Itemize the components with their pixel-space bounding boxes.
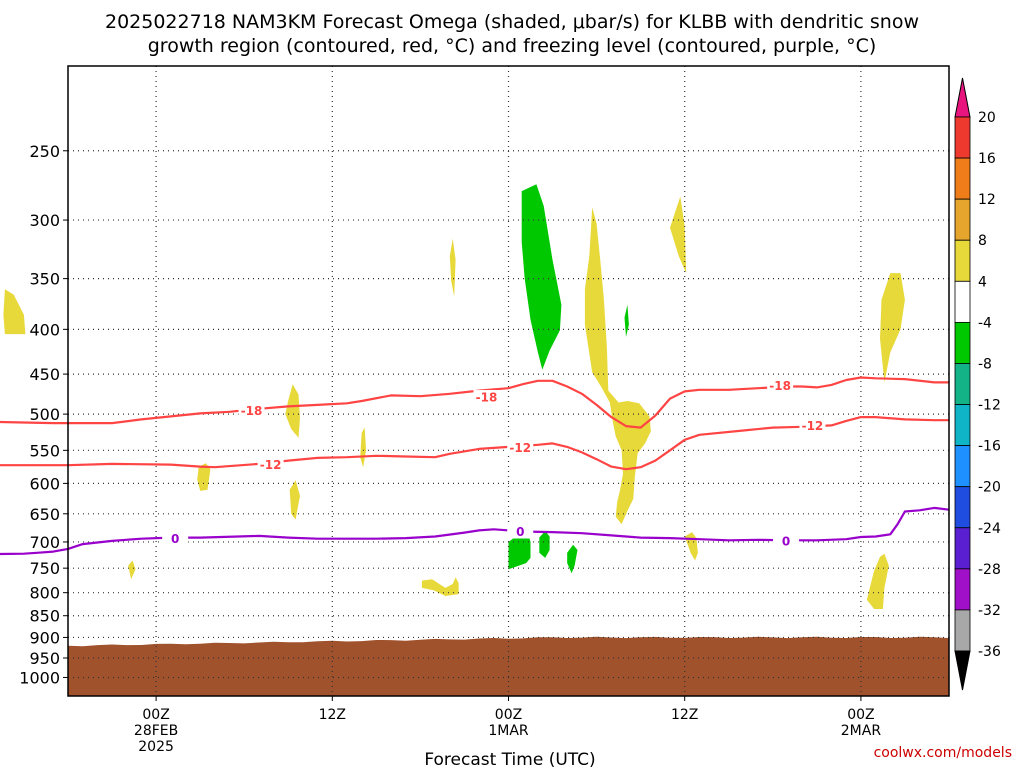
y-tick-label-300: 300 — [29, 211, 60, 230]
omega-region-11 — [670, 196, 687, 274]
colorbar-label-12: -28 — [978, 562, 1001, 578]
colorbar-label-1: 20 — [978, 110, 996, 126]
omega-region-6 — [128, 560, 136, 580]
contour-label--18-3: -18 — [769, 379, 791, 393]
omega-region-8 — [521, 184, 562, 370]
contour-label-bg--18-3 — [767, 378, 794, 393]
axes-layer: 250 300 350 400 450 500 550 600 650 700 750 800 850 9… — [19, 65, 950, 755]
contour-label-bg--12-2 — [507, 440, 534, 455]
y-tick-label-600: 600 — [29, 474, 60, 493]
y-tick-label-650: 650 — [29, 505, 60, 524]
contour-label-bg--18-1 — [238, 403, 265, 418]
omega-region-2 — [197, 463, 211, 491]
colorbar-label-7: -8 — [978, 356, 992, 372]
contour-label--18-2: -18 — [476, 391, 498, 405]
colorbar-label-3: 12 — [978, 192, 996, 208]
x-tick-label-18-1: 12Z — [319, 707, 346, 723]
omega-region-9 — [584, 207, 651, 525]
omega-region-4 — [289, 480, 300, 520]
omega-shading-layer — [3, 184, 905, 609]
y-tick-label-700: 700 — [29, 533, 60, 552]
contour-label-bg--18-2 — [473, 390, 500, 405]
contour-label--18-1: -18 — [241, 404, 263, 418]
chart-title-line-2: growth region (contoured, red, °C) and f… — [148, 35, 877, 57]
x-tick-label-6-3: 2025 — [138, 739, 174, 755]
colorbar-label-8: -12 — [978, 398, 1001, 414]
colorbar-swatch-6 — [954, 321, 971, 364]
colorbar-swatch-5 — [954, 280, 971, 323]
colorbar-top-arrow — [954, 77, 971, 118]
contour-label-bg--12-1 — [257, 457, 284, 472]
colorbar-swatch-11 — [954, 527, 971, 570]
colorbar-swatch-7 — [954, 363, 971, 405]
x-axis-label: Forecast Time (UTC) — [424, 750, 595, 768]
colorbar-swatch-3 — [954, 198, 971, 241]
y-tick-label-750: 750 — [29, 559, 60, 578]
y-tick-label-500: 500 — [29, 405, 60, 424]
omega-region-3 — [285, 384, 300, 438]
colorbar-label-5: 4 — [978, 274, 987, 290]
y-tick-label-250: 250 — [29, 142, 60, 161]
omega-region-17 — [866, 553, 889, 609]
contour-label--12-3: -12 — [802, 419, 824, 433]
colorbar-label-11: -24 — [978, 521, 1001, 537]
x-tick-label-6-2: 28FEB — [134, 723, 178, 739]
contour-label--12-2: -12 — [509, 441, 531, 455]
contour-label-bg--12-3 — [799, 418, 826, 433]
colorbar-swatch-4 — [954, 239, 971, 282]
x-tick-label-54-2: 2MAR — [841, 723, 882, 739]
colorbar-label-6: -4 — [978, 315, 992, 331]
contour-label-0-2: 0 — [516, 525, 524, 539]
colorbar-swatch-8 — [954, 404, 971, 447]
x-tick-label-6-1: 00Z — [142, 707, 169, 723]
y-tick-label-550: 550 — [29, 441, 60, 460]
y-tick-label-900: 900 — [29, 628, 60, 647]
colorbar-label-10: -20 — [978, 480, 1001, 496]
contour-label-bg-0-3 — [773, 533, 800, 548]
chart-title-line-1: 2025022718 NAM3KM Forecast Omega (shaded… — [105, 11, 919, 33]
colorbar-label-2: 16 — [978, 151, 996, 167]
contour-layer: -18 -18 -18 -12 -12 -12 0 0 0 — [0, 376, 950, 556]
contour-label-0-1: 0 — [171, 532, 179, 546]
colorbar-label-14: -36 — [978, 644, 1001, 660]
omega-region-12 — [880, 273, 905, 383]
omega-region-1 — [3, 289, 26, 335]
y-tick-label-850: 850 — [29, 607, 60, 626]
colorbar-label-9: -16 — [978, 439, 1001, 455]
x-tick-label-54-1: 00Z — [847, 707, 874, 723]
contour-label-bg-0-2 — [507, 524, 534, 539]
contour-label--12-1: -12 — [260, 458, 282, 472]
colorbar-swatch-12 — [954, 568, 971, 611]
omega-region-10 — [624, 304, 629, 337]
x-tick-label-30-2: 1MAR — [488, 723, 529, 739]
x-tick-label-42-1: 12Z — [671, 707, 698, 723]
colorbar-bottom-arrow — [954, 650, 971, 691]
colorbar-swatch-10 — [954, 486, 971, 529]
colorbar-swatch-2 — [954, 157, 971, 200]
y-tick-label-400: 400 — [29, 320, 60, 339]
y-tick-label-800: 800 — [29, 584, 60, 603]
contour-label-0-3: 0 — [782, 534, 790, 548]
credit-text: coolwx.com/models — [874, 745, 1012, 761]
colorbar-swatch-1 — [954, 116, 971, 159]
omega-region-18 — [421, 577, 459, 596]
colorbar-label-13: -32 — [978, 603, 1001, 619]
colorbar: 20 16 12 8 4 -4 -8 -12 -16 -20 -24 -28 -32 -36 — [954, 77, 1001, 691]
omega-region-15 — [567, 544, 578, 574]
colorbar-swatch-13 — [954, 609, 971, 652]
x-tick-label-30-1: 00Z — [495, 707, 522, 723]
colorbar-swatch-9 — [954, 445, 971, 488]
omega-region-14 — [539, 530, 550, 558]
contour-label-bg-0-1 — [162, 531, 189, 546]
y-tick-label-350: 350 — [29, 270, 60, 289]
omega-region-7 — [449, 238, 456, 297]
y-tick-label-950: 950 — [29, 649, 60, 668]
colorbar-label-4: 8 — [978, 233, 987, 249]
y-tick-label-1000: 1000 — [19, 668, 60, 687]
y-tick-label-450: 450 — [29, 365, 60, 384]
